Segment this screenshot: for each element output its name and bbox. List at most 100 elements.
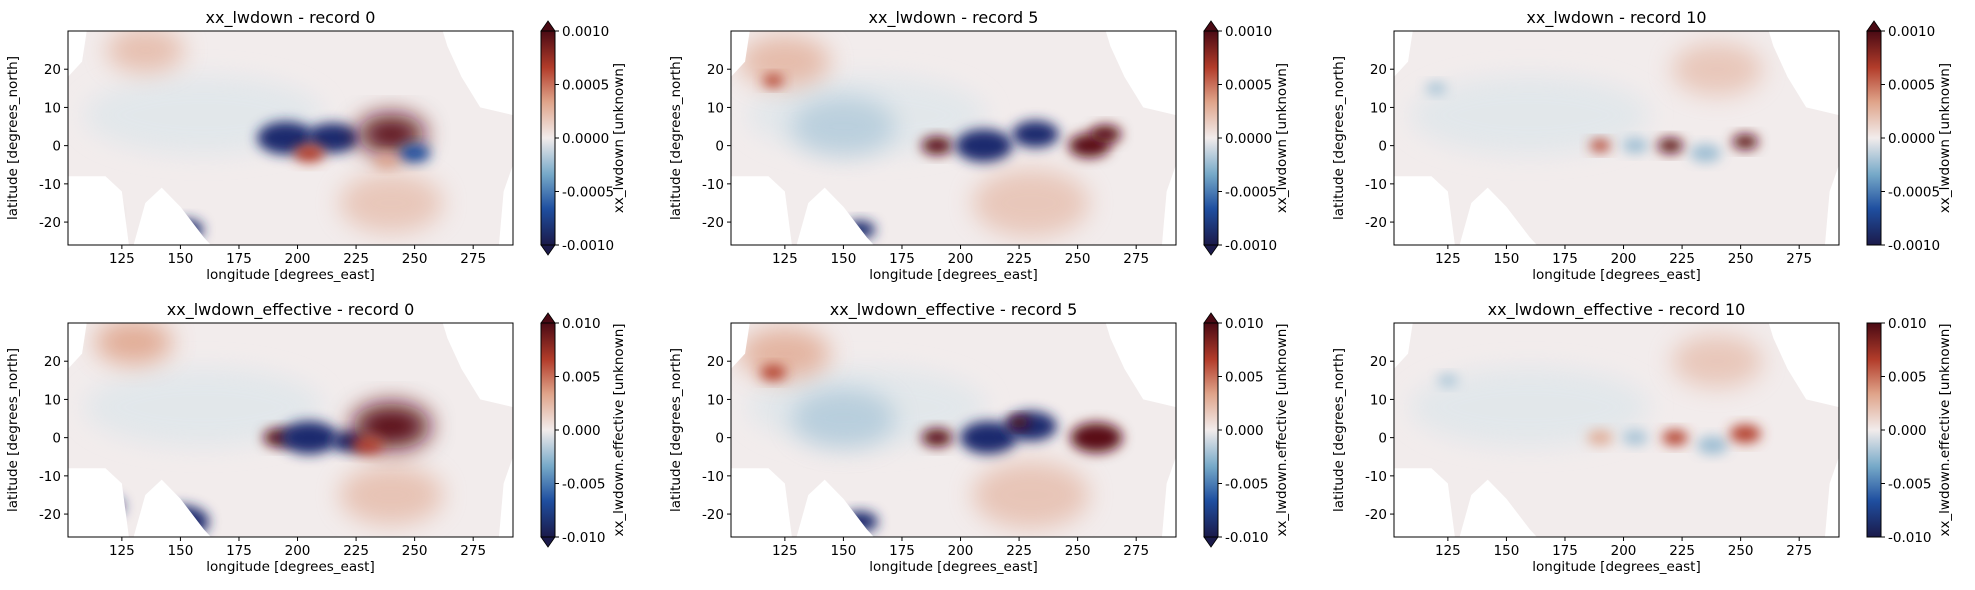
- x-tick-label: 125: [772, 251, 798, 267]
- heatmap-field: [68, 323, 513, 537]
- x-tick-label: 250: [1065, 543, 1091, 559]
- x-tick-label: 150: [168, 251, 194, 267]
- y-tick-label: -20: [702, 507, 724, 523]
- x-axis-label: longitude [degrees_east]: [1532, 267, 1700, 283]
- anomaly-blob: [1008, 416, 1030, 429]
- heatmap-field: [68, 31, 513, 245]
- colorbar-tick-label: -0.0005: [1225, 185, 1277, 201]
- colorbar-tick-label: 0.0010: [562, 24, 609, 40]
- colorbar-tick-label: 0.010: [1888, 316, 1927, 332]
- y-axis-label: latitude [degrees_north]: [668, 56, 684, 220]
- x-tick-label: 175: [1552, 543, 1578, 559]
- colorbar-label: xx_lwdown.effective [unknown]: [1274, 323, 1290, 536]
- y-tick-label: 10: [44, 392, 61, 408]
- anomaly-blob: [1070, 422, 1123, 453]
- x-tick-label: 175: [226, 251, 252, 267]
- colorbar-label: xx_lwdown.effective [unknown]: [611, 323, 627, 536]
- axes-frame: [1393, 30, 1840, 246]
- colorbar-tick-label: 0.000: [562, 423, 601, 439]
- y-axis-label: latitude [degrees_north]: [5, 56, 21, 220]
- x-tick-label: 150: [168, 543, 194, 559]
- colorbar: -0.010 -0.005 0.000 0.005 0.010 xx_lwdown.eff…: [1203, 312, 1290, 548]
- x-tick-label: 200: [948, 251, 974, 267]
- colorbar-extend-top: [1866, 20, 1882, 32]
- heatmap-field: [731, 323, 1176, 537]
- y-tick-label: 20: [707, 62, 724, 78]
- colorbar-tick-label: 0.010: [1225, 316, 1264, 332]
- anomaly-blob: [739, 327, 831, 380]
- anomaly-blob: [739, 35, 831, 88]
- anomaly-blob: [1622, 138, 1649, 154]
- y-tick-label: -10: [39, 469, 61, 485]
- y-tick-label: 0: [715, 139, 724, 155]
- y-tick-label: -20: [702, 215, 724, 231]
- colorbar-label: xx_lwdown.effective [unknown]: [1937, 323, 1953, 536]
- x-tick-label: 225: [343, 543, 369, 559]
- anomaly-blob: [1012, 120, 1059, 148]
- anomaly-blob: [373, 153, 400, 169]
- colorbar: -0.010 -0.005 0.000 0.005 0.010 xx_lwdown.eff…: [1866, 316, 1953, 546]
- x-tick-label: 125: [1435, 543, 1461, 559]
- colorbar-gradient: [1867, 323, 1881, 537]
- x-tick-label: 125: [772, 543, 798, 559]
- land-mask: [1394, 323, 1839, 537]
- y-tick-label: 20: [707, 354, 724, 370]
- anomaly-blob: [106, 31, 185, 73]
- y-tick-label: 10: [44, 100, 61, 116]
- colorbar-label: xx_lwdown [unknown]: [611, 63, 627, 213]
- anomaly-blob: [339, 172, 444, 233]
- colorbar-tick-label: -0.0010: [1888, 238, 1940, 254]
- x-tick-label: 200: [948, 543, 974, 559]
- anomaly-blob: [921, 428, 953, 447]
- axes-frame: [1393, 322, 1840, 538]
- colorbar-extend-bottom: [1203, 536, 1219, 548]
- heatmap-field: [1394, 323, 1839, 537]
- anomaly-region: [1409, 75, 1650, 156]
- x-tick-label: 250: [1065, 251, 1091, 267]
- colorbar-tick-label: -0.0005: [562, 185, 614, 201]
- anomaly-blob: [1589, 139, 1611, 152]
- panel-3: xx_lwdown_effective - record 0 125 150 175 2…: [5, 300, 627, 575]
- y-tick-label: 0: [715, 431, 724, 447]
- axes-frame: [730, 322, 1177, 538]
- colorbar-tick-label: 0.0000: [562, 131, 609, 147]
- anomaly-blob: [1425, 82, 1447, 95]
- colorbar: -0.0010 -0.0005 0.0000 0.0005 0.0010 xx_lwdow…: [1866, 20, 1953, 254]
- y-tick-label: 10: [707, 392, 724, 408]
- colorbar: -0.0010 -0.0005 0.0000 0.0005 0.0010 xx_lwdow…: [1203, 20, 1290, 256]
- anomaly-blob: [1732, 134, 1759, 150]
- x-tick-label: 225: [343, 251, 369, 267]
- x-tick-label: 250: [1728, 251, 1754, 267]
- x-tick-label: 175: [1552, 251, 1578, 267]
- x-tick-label: 175: [889, 543, 915, 559]
- panel-title: xx_lwdown - record 10: [1526, 8, 1706, 28]
- heatmap-field: [1394, 31, 1839, 245]
- y-tick-label: 0: [1378, 139, 1387, 155]
- x-tick-label: 200: [285, 251, 311, 267]
- colorbar-tick-label: 0.0010: [1888, 24, 1935, 40]
- colorbar-gradient: [1204, 31, 1218, 245]
- anomaly-blob: [791, 96, 896, 157]
- y-tick-label: -10: [702, 469, 724, 485]
- colorbar-extend-top: [1203, 20, 1219, 32]
- y-tick-label: -10: [1365, 469, 1387, 485]
- y-axis-label: latitude [degrees_north]: [1331, 56, 1347, 220]
- panel-title: xx_lwdown - record 0: [206, 8, 376, 28]
- anomaly-blob: [972, 169, 1090, 237]
- anomaly-blob: [306, 123, 359, 153]
- colorbar-tick-label: 0.0000: [1888, 131, 1935, 147]
- x-tick-label: 125: [1435, 251, 1461, 267]
- x-tick-label: 275: [1123, 251, 1149, 267]
- y-tick-label: -20: [39, 215, 61, 231]
- anomaly-blob: [762, 74, 784, 87]
- x-tick-label: 125: [109, 543, 135, 559]
- x-tick-label: 275: [460, 543, 486, 559]
- y-tick-label: -20: [1365, 215, 1387, 231]
- colorbar-tick-label: 0.000: [1225, 423, 1264, 439]
- land-mask: [731, 323, 1176, 537]
- land-mask: [1394, 31, 1839, 245]
- colorbar-extend-top: [540, 20, 556, 32]
